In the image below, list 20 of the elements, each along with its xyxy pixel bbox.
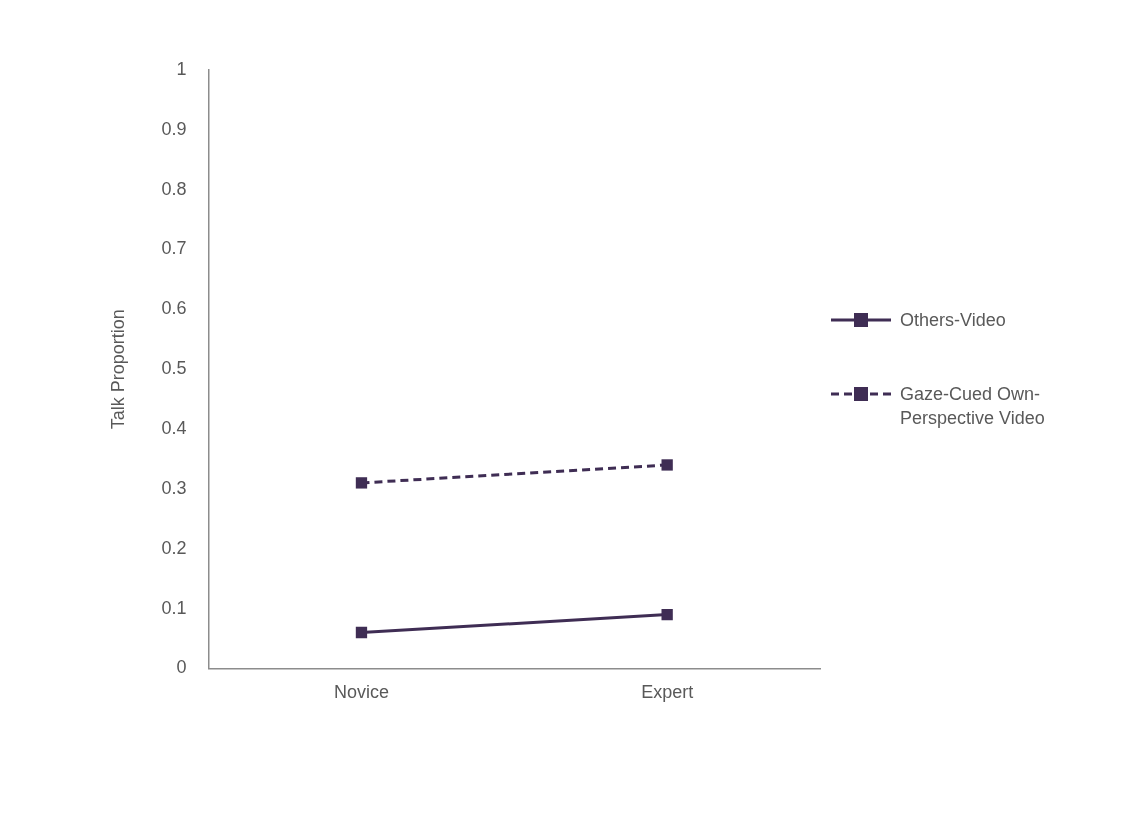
x-tick-label: Novice xyxy=(333,682,389,703)
point xyxy=(661,459,673,471)
x-tick-label: Expert xyxy=(641,682,694,703)
point xyxy=(661,608,673,621)
y-axis-title: Talk Proportion xyxy=(107,309,128,430)
point xyxy=(355,477,368,489)
legend-label: Gaze-Cued Own-Perspective Video xyxy=(900,383,1046,430)
y-tick-label: 0.8 xyxy=(161,178,187,199)
y-tick-label: 0.1 xyxy=(161,597,187,618)
y-tick-label: 0.6 xyxy=(161,298,187,319)
y-tick-label: 0.3 xyxy=(161,477,187,498)
y-tick-label: 0.9 xyxy=(161,118,187,139)
y-tick-label: 0.5 xyxy=(161,358,187,379)
y-tick-label: 0.2 xyxy=(161,537,187,558)
y-tick-label: 0 xyxy=(176,657,187,678)
legend-label: Others-Video xyxy=(900,309,1007,332)
point xyxy=(355,626,368,639)
y-tick-label: 0.4 xyxy=(161,418,187,439)
y-tick-label: 0.7 xyxy=(161,238,187,259)
y-tick-label: 1 xyxy=(176,58,187,79)
